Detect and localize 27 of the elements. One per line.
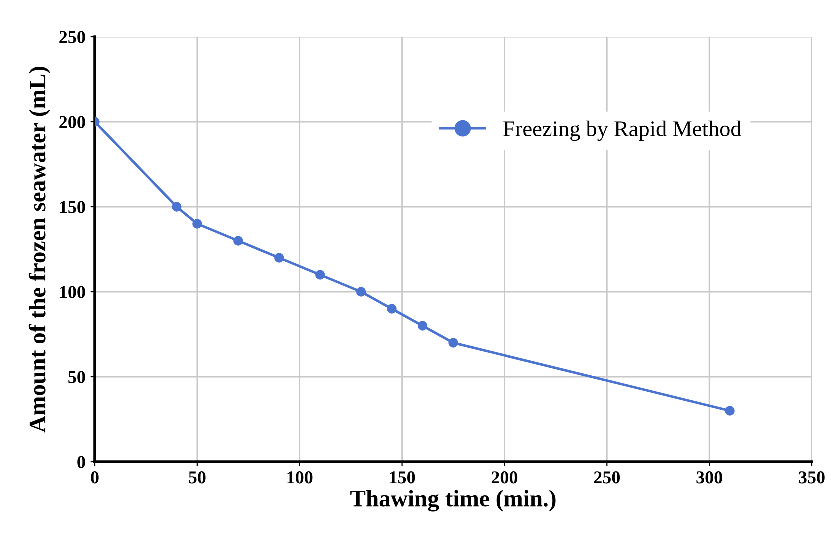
x-tick-label: 150 <box>390 472 416 484</box>
y-tick-label: 150 <box>60 201 86 214</box>
legend-label: Freezing by Rapid Method <box>504 120 742 142</box>
y-tick-label: 0 <box>78 456 86 468</box>
x-axis-title: Thawing time (min.) <box>350 490 556 512</box>
y-axis-title: Amount of the frozen seawater (mL) <box>28 67 51 433</box>
point <box>387 304 397 314</box>
point <box>356 287 366 297</box>
point <box>448 338 458 348</box>
x-tick-label: 200 <box>492 472 518 484</box>
point <box>192 219 202 229</box>
y-tick-label: 50 <box>68 371 86 384</box>
point <box>315 270 326 280</box>
point <box>172 202 182 212</box>
x-tick-label: 250 <box>594 472 620 484</box>
x-tick-label: 0 <box>91 472 99 484</box>
x-tick-label: 50 <box>189 472 206 484</box>
y-tick-label: 200 <box>60 116 86 128</box>
x-tick-label: 350 <box>799 472 825 484</box>
point <box>418 321 428 331</box>
x-tick-label: 300 <box>696 472 722 484</box>
y-tick-label: 100 <box>60 286 86 298</box>
y-tick-label: 250 <box>60 31 86 44</box>
point <box>274 253 284 263</box>
x-tick-label: 100 <box>288 472 313 484</box>
point <box>725 406 735 416</box>
point <box>234 236 244 246</box>
